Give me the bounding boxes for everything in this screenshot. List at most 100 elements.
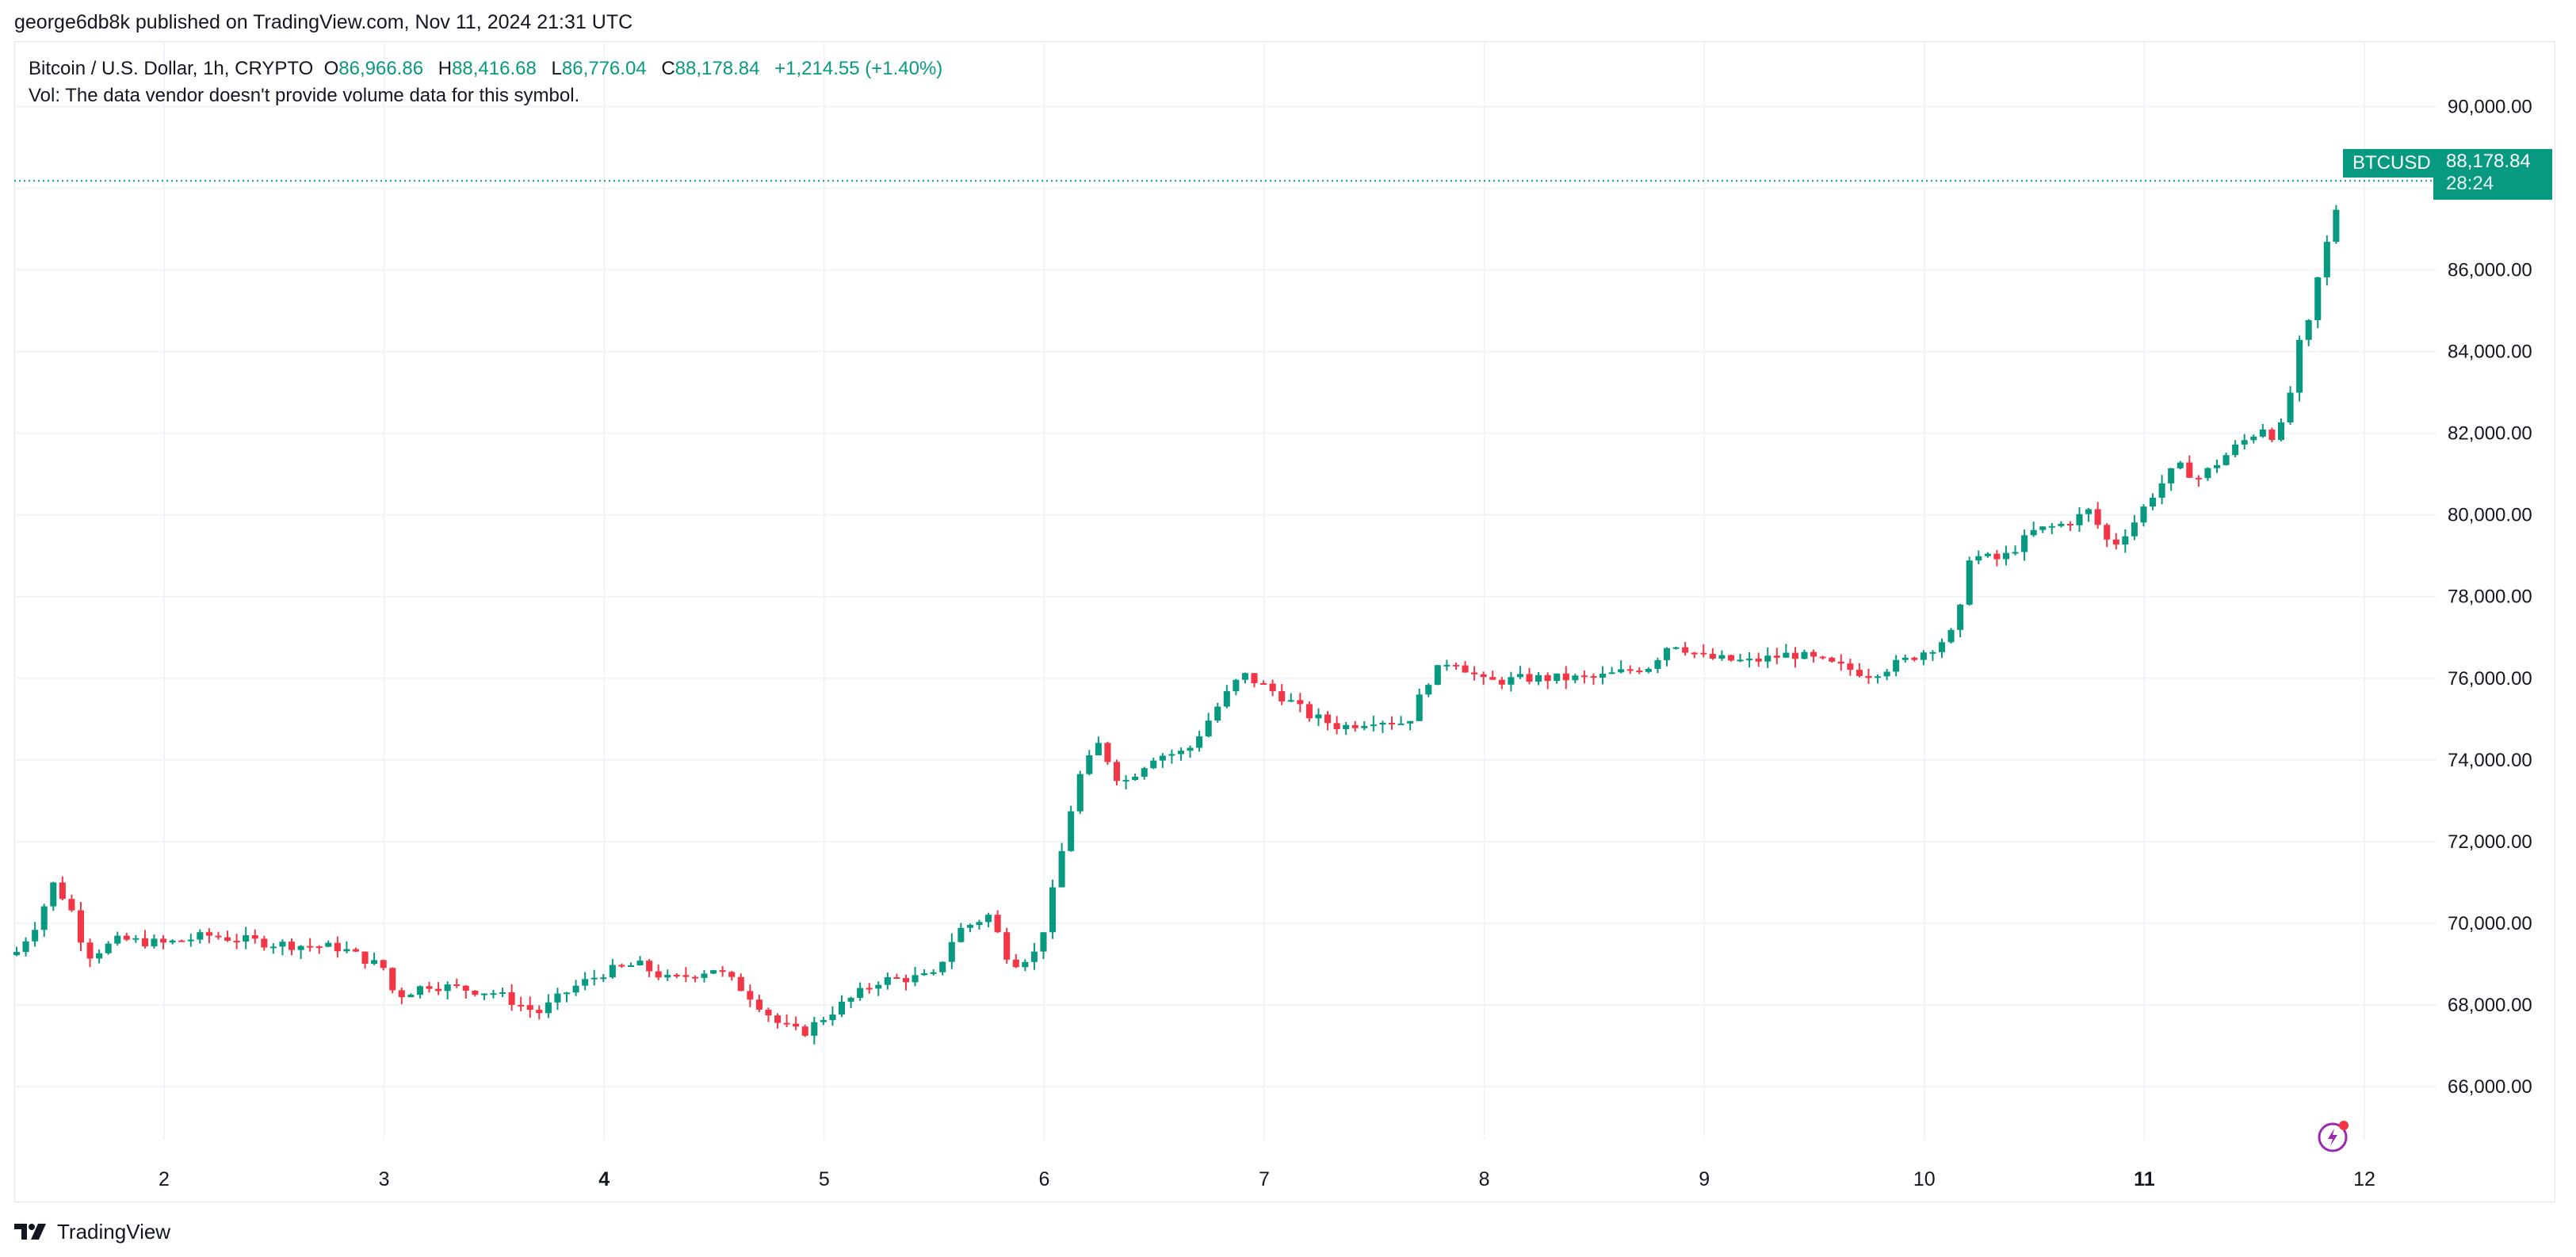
candle-body bbox=[1911, 657, 1918, 660]
candle-body bbox=[279, 942, 286, 947]
candle-body bbox=[884, 977, 891, 985]
candle-body bbox=[774, 1015, 782, 1023]
candle-body bbox=[2140, 506, 2147, 523]
volume-note: Vol: The data vendor doesn't provide vol… bbox=[29, 85, 580, 106]
candle-body bbox=[1893, 659, 1900, 672]
candle-body bbox=[976, 922, 983, 926]
candle-body bbox=[2277, 422, 2285, 441]
candle-body bbox=[1480, 674, 1487, 678]
candle-body bbox=[1516, 674, 1523, 678]
candle-body bbox=[1791, 652, 1798, 659]
chart-frame bbox=[14, 41, 2555, 1202]
y-tick-label: 66,000.00 bbox=[2448, 1076, 2532, 1098]
candle-body bbox=[1901, 657, 1909, 660]
candle-body bbox=[811, 1022, 818, 1036]
candle-body bbox=[1875, 676, 1882, 678]
lightning-icon[interactable] bbox=[2316, 1119, 2351, 1154]
candle-body bbox=[2186, 462, 2193, 478]
candle-body bbox=[472, 990, 479, 995]
candle-body bbox=[1086, 755, 1093, 774]
x-tick-label: 4 bbox=[598, 1168, 610, 1190]
open-label: O bbox=[323, 58, 339, 79]
candle-body bbox=[2030, 529, 2037, 536]
candle-body bbox=[1865, 675, 1872, 678]
candle-body bbox=[1489, 677, 1496, 680]
candle-body bbox=[2002, 552, 2010, 560]
candle-body bbox=[2066, 524, 2073, 526]
open-value: 86,966.86 bbox=[338, 58, 424, 79]
candle-body bbox=[2094, 509, 2101, 525]
candle-body bbox=[1727, 655, 1735, 661]
candle-body bbox=[526, 1005, 533, 1011]
candle-body bbox=[2232, 444, 2239, 456]
candle-body bbox=[2241, 440, 2248, 445]
candle-body bbox=[1187, 747, 1194, 751]
candle-body bbox=[2112, 539, 2119, 544]
candle-body bbox=[141, 938, 148, 947]
y-tick-label: 90,000.00 bbox=[2448, 96, 2532, 117]
candle-body bbox=[1993, 553, 2001, 560]
candle-body bbox=[1150, 760, 1157, 769]
candle-body bbox=[1351, 724, 1359, 728]
candle-body bbox=[389, 968, 396, 991]
candle-body bbox=[2039, 526, 2047, 530]
candle-body bbox=[1526, 674, 1533, 682]
candle-body bbox=[1168, 754, 1175, 756]
last-price-label: 88,178.84 28:24 bbox=[2433, 149, 2552, 200]
candle-body bbox=[600, 977, 607, 980]
candle-body bbox=[1608, 672, 1615, 674]
candle-body bbox=[105, 943, 112, 953]
candle-body bbox=[251, 935, 258, 939]
candle-body bbox=[966, 925, 973, 928]
candle-body bbox=[86, 942, 94, 959]
candle-body bbox=[1388, 722, 1396, 724]
candle-body bbox=[1682, 647, 1689, 653]
candle-body bbox=[371, 960, 378, 965]
candle-body bbox=[1434, 665, 1441, 686]
candle-body bbox=[2213, 464, 2221, 468]
candle-body bbox=[1205, 720, 1212, 737]
candle-body bbox=[1654, 659, 1661, 669]
x-tick-label: 11 bbox=[2134, 1168, 2155, 1190]
tradingview-logo-icon[interactable] bbox=[14, 1222, 51, 1241]
candle-body bbox=[1407, 720, 1414, 724]
candle-body bbox=[673, 974, 680, 976]
candle-body bbox=[1663, 648, 1671, 660]
candle-body bbox=[1471, 672, 1478, 674]
x-tick-label: 12 bbox=[2353, 1168, 2375, 1190]
high-value: 88,416.68 bbox=[452, 58, 537, 79]
candle-body bbox=[96, 953, 103, 959]
candle-body bbox=[1095, 743, 1102, 756]
candle-body bbox=[2158, 483, 2165, 498]
candle-body bbox=[1636, 671, 1643, 673]
candle-body bbox=[2268, 429, 2276, 441]
candle-body bbox=[435, 988, 442, 991]
candle-body bbox=[820, 1020, 827, 1022]
y-tick-label: 82,000.00 bbox=[2448, 423, 2532, 445]
close-label: C bbox=[661, 58, 675, 79]
candle-body bbox=[554, 993, 561, 1003]
candle-body bbox=[1709, 653, 1716, 659]
candle-body bbox=[1938, 642, 1946, 652]
candle-body bbox=[1196, 736, 1203, 748]
candle-body bbox=[1535, 674, 1542, 682]
candle-body bbox=[1058, 850, 1065, 888]
candle-body bbox=[261, 938, 268, 948]
candle-body bbox=[857, 988, 864, 999]
candle-body bbox=[957, 927, 965, 942]
candle-body bbox=[1645, 668, 1652, 672]
candle-body bbox=[2104, 525, 2111, 540]
y-tick-label: 86,000.00 bbox=[2448, 260, 2532, 281]
candle-body bbox=[939, 961, 946, 972]
candle-body bbox=[747, 991, 754, 1000]
x-tick-label: 10 bbox=[1913, 1168, 1936, 1190]
y-tick-label: 70,000.00 bbox=[2448, 913, 2532, 934]
candle-body bbox=[444, 984, 451, 991]
candle-body bbox=[801, 1026, 808, 1036]
candle-body bbox=[187, 939, 194, 942]
candle-body bbox=[480, 993, 487, 995]
candle-body bbox=[1920, 652, 1927, 660]
footer-brand[interactable]: TradingView bbox=[57, 1219, 171, 1244]
candle-body bbox=[205, 932, 212, 936]
